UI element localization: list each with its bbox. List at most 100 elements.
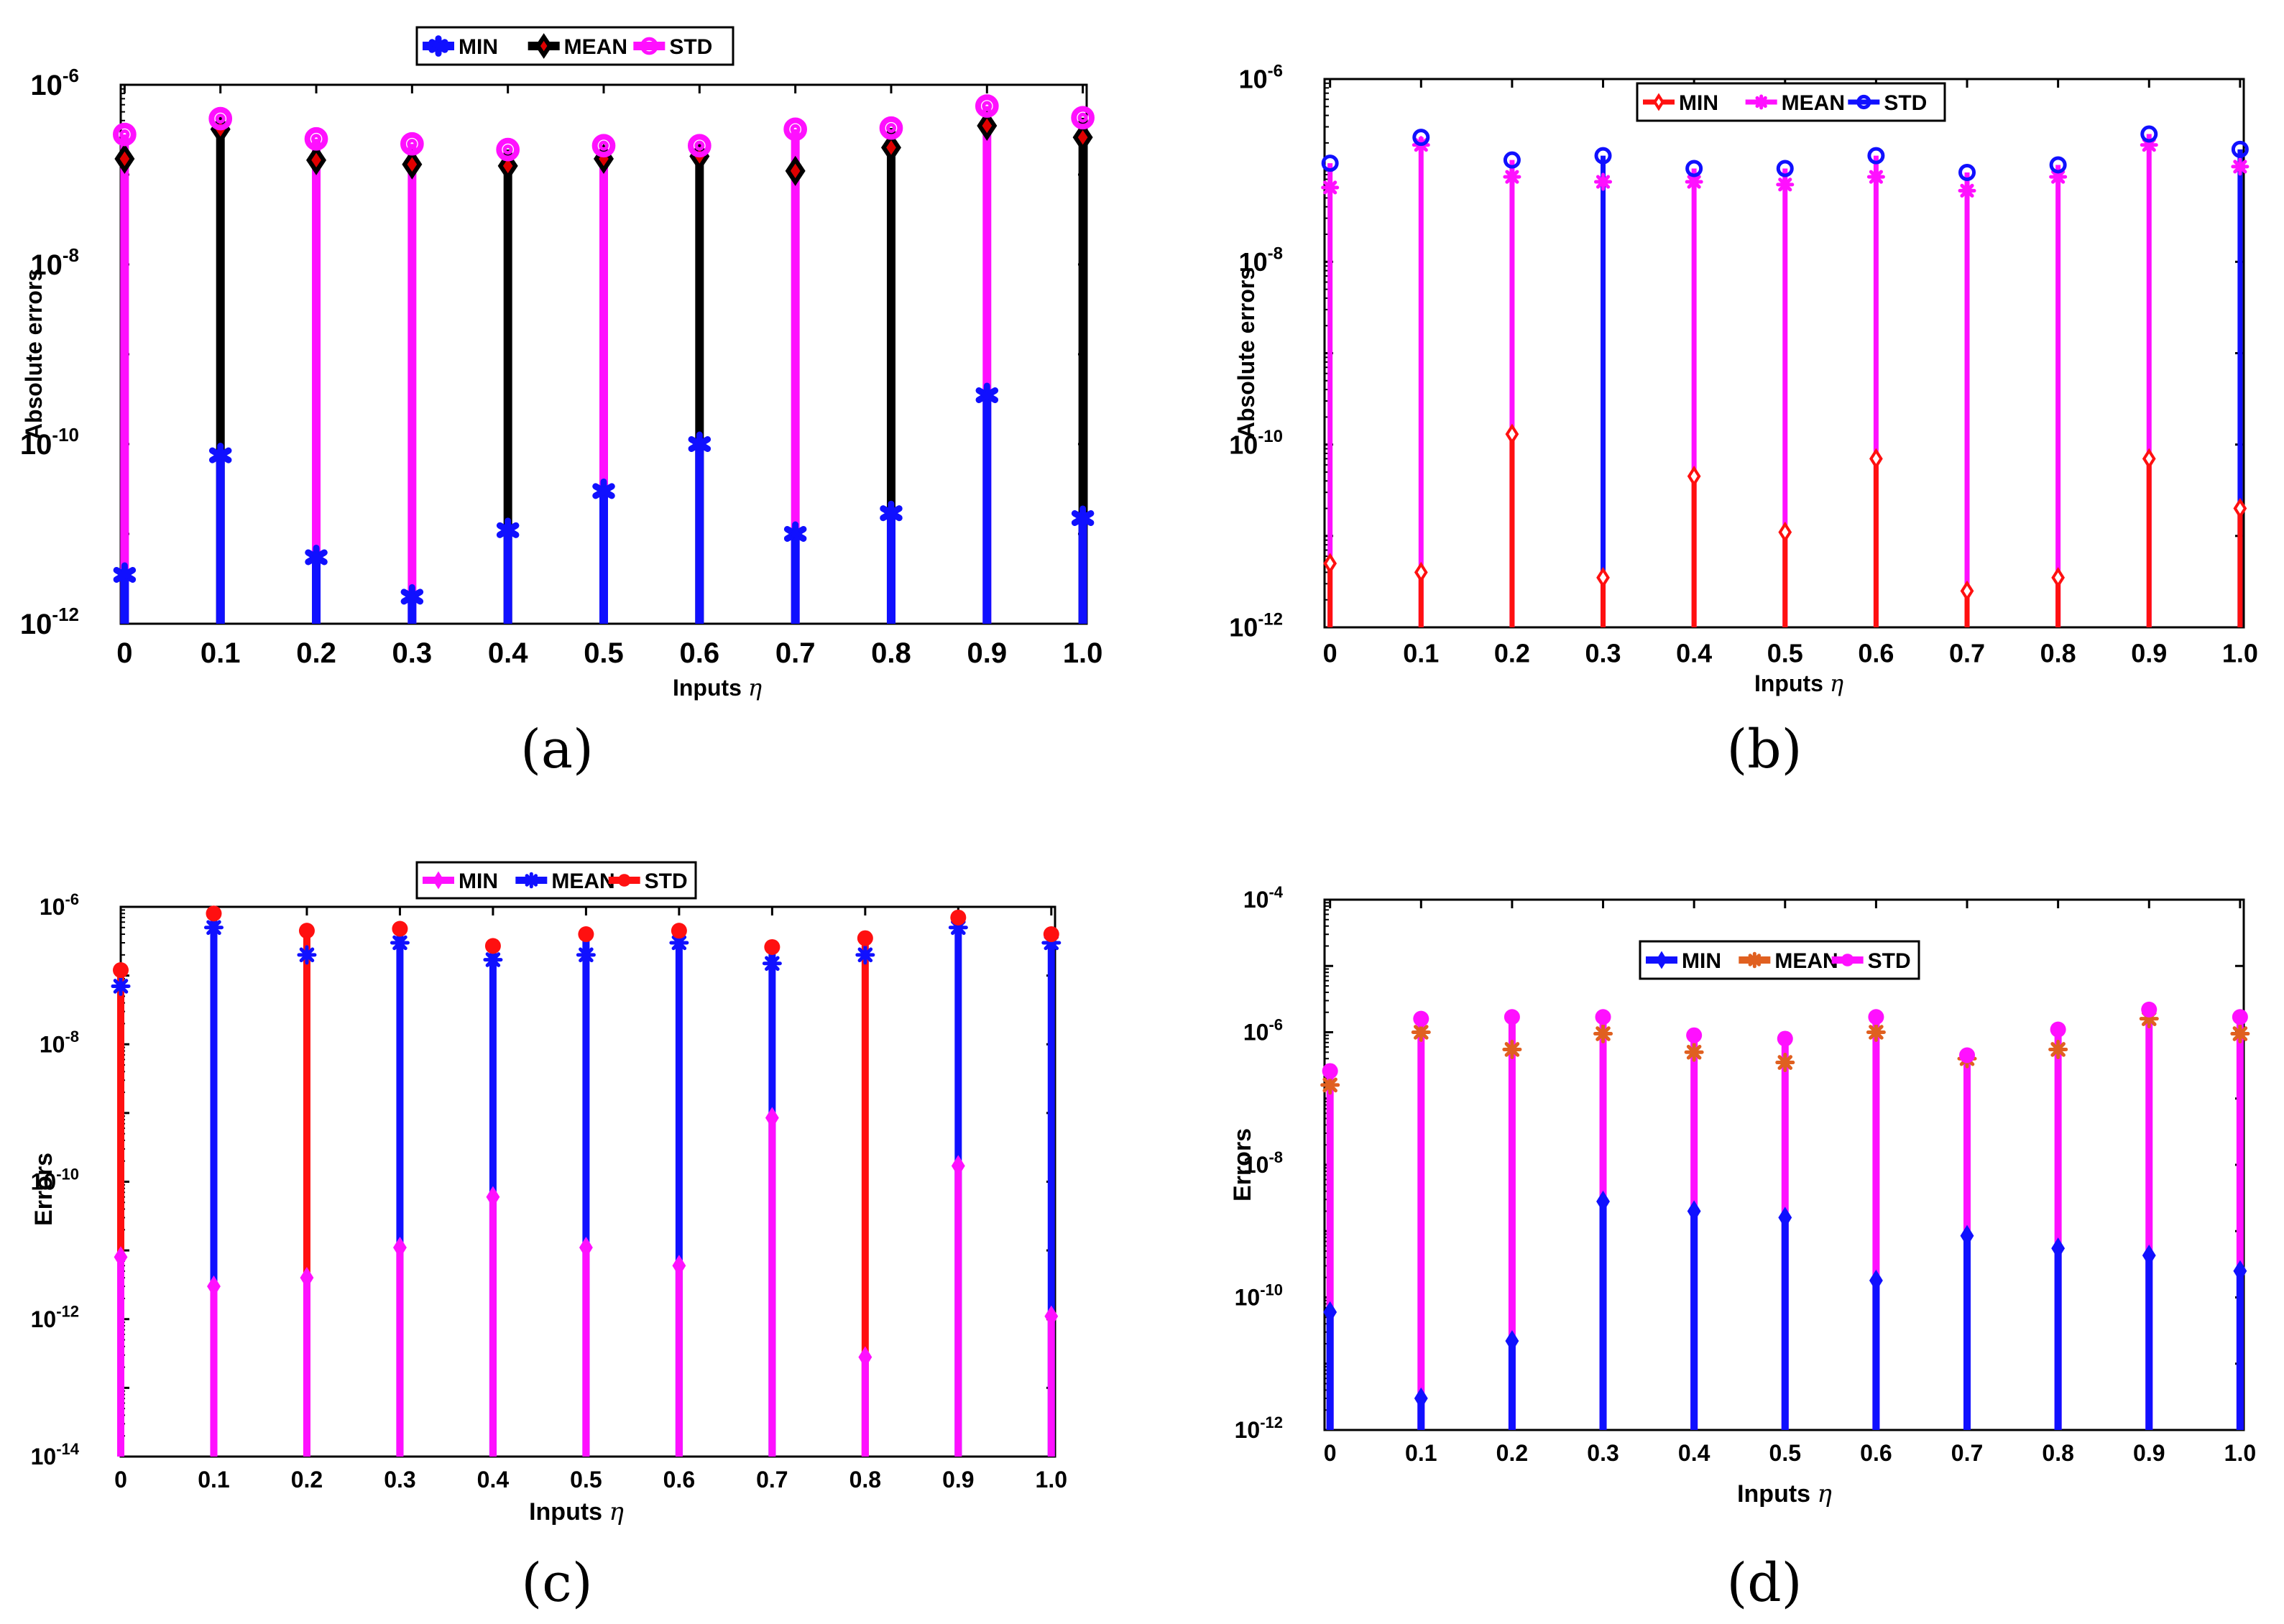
marker-mean [306, 144, 327, 175]
y-tick-exponent: -10 [56, 1165, 79, 1183]
marker-min [2142, 1244, 2156, 1267]
x-tick-label: 0.7 [775, 637, 816, 669]
y-tick-label: 10-8 [30, 244, 79, 281]
x-tick-label: 0.5 [1769, 1440, 1801, 1466]
marker-std [783, 117, 807, 142]
legend-marker [435, 42, 442, 50]
legend-marker [433, 871, 444, 890]
y-axis-label: Absolute errors [21, 269, 47, 440]
x-tick-label: 0.4 [477, 1467, 510, 1492]
marker-std [1595, 1009, 1611, 1025]
marker-min [599, 486, 608, 496]
marker-min [312, 553, 321, 562]
marker-std [1958, 163, 1976, 181]
marker-std-inner [502, 144, 513, 155]
x-axis-label-symbol: η [1818, 1480, 1833, 1508]
legend-marker [530, 878, 533, 882]
marker-std [1321, 154, 1339, 172]
legend-label: MIN [459, 869, 498, 893]
marker-std [857, 930, 873, 946]
marker-mean [584, 953, 589, 957]
x-tick-label: 0.2 [296, 637, 336, 669]
marker-min [1960, 1224, 1974, 1247]
marker-mean [402, 149, 423, 180]
y-tick-base: 10 [1243, 887, 1269, 913]
x-tick-label: 0.7 [1951, 1440, 1983, 1466]
x-axis-label-word: Inputs [1737, 1480, 1817, 1508]
legend-marker [1753, 958, 1756, 962]
marker-min [300, 1267, 314, 1289]
marker-std [2050, 1021, 2066, 1038]
x-tick-label: 1.0 [2222, 639, 2258, 668]
y-tick-base: 10 [30, 249, 63, 281]
panel-c-caption: (c) [521, 1552, 592, 1614]
marker-std [1777, 1030, 1793, 1047]
x-tick-label: 0.3 [1585, 639, 1621, 668]
marker-std [2141, 1001, 2158, 1018]
marker-mean [1072, 122, 1093, 153]
marker-mean [1874, 175, 1878, 179]
x-axis-label-symbol: η [748, 674, 762, 701]
y-tick-base: 10 [1235, 1285, 1261, 1311]
marker-std [950, 909, 967, 926]
marker-min [1078, 514, 1087, 522]
x-tick-label: 0.8 [2042, 1440, 2073, 1466]
marker-min [503, 525, 512, 535]
marker-min [216, 451, 225, 460]
x-tick-label: 0.6 [680, 637, 720, 669]
marker-min [1505, 1330, 1519, 1352]
marker-min [1596, 567, 1610, 589]
marker-std [1685, 160, 1703, 177]
marker-std-inner [119, 129, 130, 140]
y-tick-exponent: -12 [1260, 1413, 1283, 1431]
marker-std-inner [885, 123, 897, 134]
marker-mean [1327, 1083, 1332, 1087]
y-tick-label: 10-10 [20, 424, 79, 461]
y-tick-exponent: -8 [65, 1028, 79, 1046]
x-tick-label: 0.9 [2131, 639, 2167, 668]
legend-box [415, 26, 735, 66]
marker-mean [1601, 1031, 1606, 1036]
marker-mean [491, 957, 495, 962]
marker-std-inner [790, 124, 801, 134]
x-tick-label: 0.9 [2133, 1440, 2165, 1466]
marker-min [1596, 1190, 1610, 1213]
marker-min [120, 571, 129, 579]
marker-std [1043, 926, 1059, 943]
y-tick-base: 10 [1229, 613, 1258, 642]
marker-min [486, 1186, 500, 1208]
marker-std-inner [982, 101, 993, 111]
legend-marker [535, 33, 553, 59]
x-tick-label: 0.1 [1405, 1440, 1437, 1466]
legend-label: MEAN [1774, 949, 1838, 973]
legend-marker [1856, 94, 1871, 110]
x-tick-label: 1.0 [1063, 637, 1103, 669]
marker-mean [977, 110, 998, 141]
y-axis-label: Absolute errors [1233, 267, 1259, 438]
y-tick-base: 10 [20, 609, 52, 640]
marker-std [2140, 125, 2158, 143]
legend-label: MEAN [1782, 91, 1845, 115]
marker-mean [1601, 180, 1606, 184]
marker-std [1322, 1063, 1338, 1079]
y-tick-base: 10 [31, 1444, 57, 1470]
y-tick-base: 10 [1243, 1020, 1269, 1046]
x-tick-label: 0.5 [584, 637, 624, 669]
marker-min [1687, 466, 1701, 487]
marker-std-inner [310, 134, 322, 144]
marker-std [578, 926, 594, 943]
y-tick-label: 10-12 [31, 1303, 79, 1332]
x-tick-label: 0.1 [201, 637, 241, 669]
marker-std [2049, 156, 2067, 174]
marker-mean [1783, 183, 1787, 187]
legend-marker [617, 874, 631, 887]
x-axis-label: Inputs η [1754, 670, 1843, 697]
marker-std [113, 962, 129, 979]
marker-std [1412, 129, 1430, 147]
marker-min [407, 592, 417, 601]
x-tick-label: 0 [114, 1467, 127, 1492]
y-axis-label: Errors [30, 1153, 57, 1226]
y-tick-label: 10-10 [31, 1165, 79, 1194]
